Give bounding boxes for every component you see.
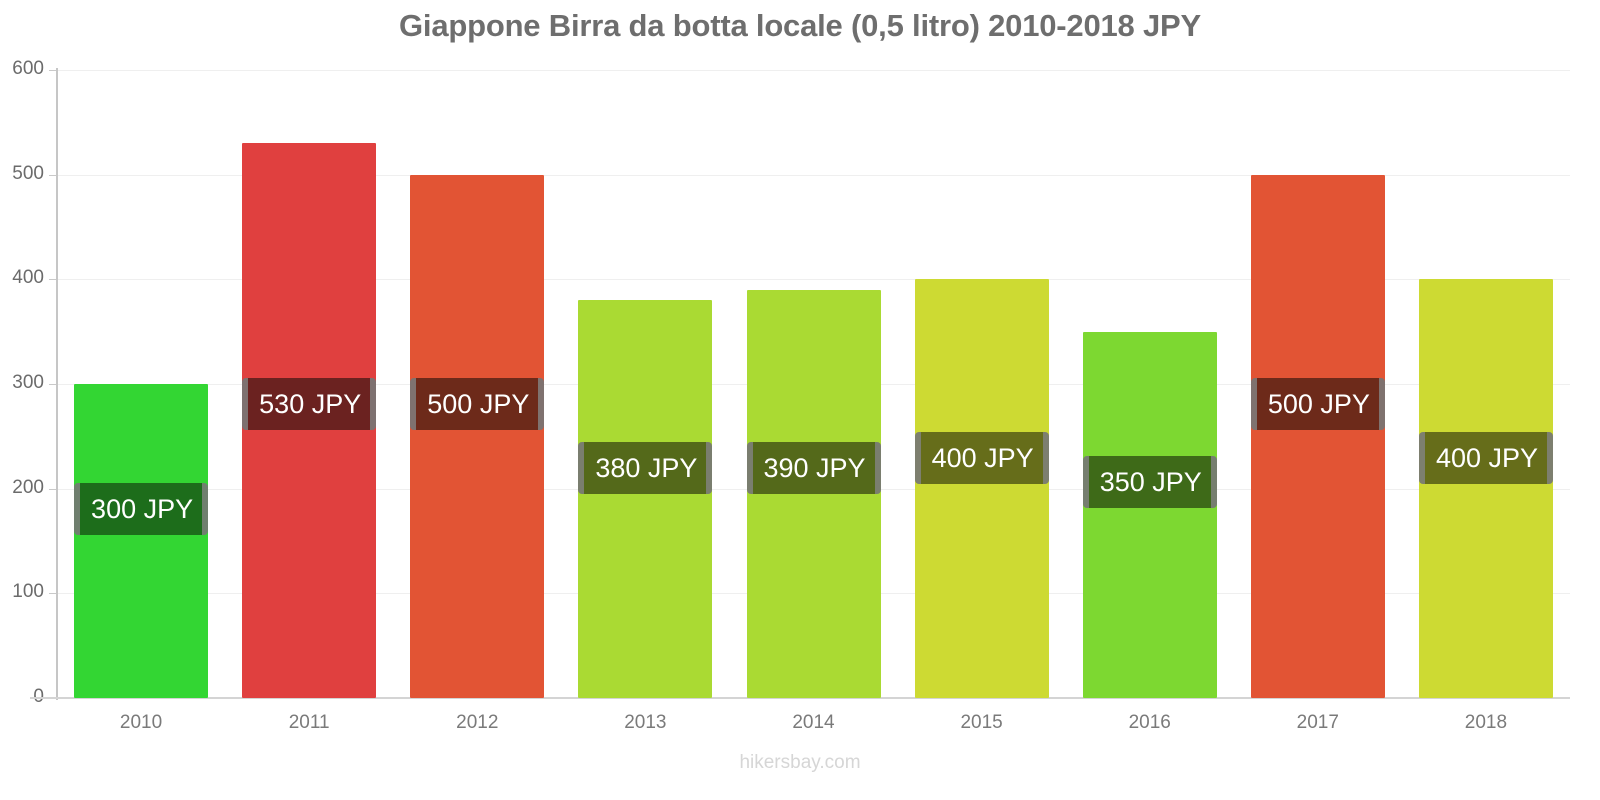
bar-value-label: 500 JPY bbox=[1250, 378, 1385, 430]
footer-attribution: hikersbay.com bbox=[739, 752, 861, 773]
bar-value-label: 350 JPY bbox=[1082, 456, 1217, 508]
bar-rect bbox=[1082, 331, 1217, 698]
y-axis-tick-label: 300 bbox=[12, 372, 44, 393]
page-title: Giappone Birra da botta locale (0,5 litr… bbox=[399, 8, 1201, 43]
gridline bbox=[57, 279, 1570, 280]
bar[interactable] bbox=[914, 279, 1049, 698]
bar-value-label: 530 JPY bbox=[242, 378, 377, 430]
y-axis-tick-label: 200 bbox=[12, 476, 44, 498]
y-axis-tick-mark bbox=[49, 175, 57, 176]
bar-rect bbox=[578, 300, 713, 698]
x-axis-label: 2010 bbox=[119, 712, 163, 733]
bar-value-label: 400 JPY bbox=[914, 432, 1049, 484]
y-axis-tick-mark bbox=[49, 70, 57, 71]
y-axis-tick-label: 600 bbox=[12, 58, 44, 79]
x-axis-label: 2018 bbox=[1464, 712, 1508, 733]
bar-value-label: 400 JPY bbox=[1418, 432, 1553, 484]
gridline bbox=[57, 175, 1570, 176]
bar[interactable] bbox=[1418, 279, 1553, 698]
bar[interactable] bbox=[1082, 331, 1217, 698]
x-axis-label: 2012 bbox=[456, 712, 499, 733]
x-axis-label: 2013 bbox=[624, 712, 667, 733]
x-axis-label: 2014 bbox=[792, 712, 835, 733]
bar-rect bbox=[74, 384, 209, 698]
bar-rect bbox=[1418, 279, 1553, 698]
bar-rect bbox=[914, 279, 1049, 698]
y-axis-tick-label: 0 bbox=[0, 686, 44, 708]
bar-rect bbox=[1250, 174, 1385, 698]
bar[interactable] bbox=[74, 384, 209, 698]
bar-value-label: 500 JPY bbox=[410, 378, 545, 430]
bar[interactable] bbox=[1250, 174, 1385, 698]
x-axis-line bbox=[30, 697, 1570, 699]
y-axis-line bbox=[56, 68, 58, 700]
bar[interactable] bbox=[410, 174, 545, 698]
x-axis-label: 2016 bbox=[1128, 712, 1171, 733]
bar-rect bbox=[410, 174, 545, 698]
y-axis-tick-mark bbox=[49, 279, 57, 280]
bar-value-label: 390 JPY bbox=[746, 442, 881, 494]
y-axis-tick-mark bbox=[49, 593, 57, 594]
bar-value-label: 380 JPY bbox=[578, 442, 713, 494]
y-axis-tick-label: 500 bbox=[12, 162, 44, 184]
bar-value-label: 300 JPY bbox=[74, 483, 209, 535]
y-axis-tick-mark bbox=[49, 384, 57, 385]
y-axis-tick-mark bbox=[49, 489, 57, 490]
x-axis-label: 2015 bbox=[960, 712, 1003, 733]
bar[interactable] bbox=[578, 300, 713, 698]
gridline bbox=[57, 70, 1570, 71]
x-axis-label: 2017 bbox=[1296, 712, 1339, 733]
plot-area bbox=[57, 70, 1570, 698]
y-axis-tick-label: 400 bbox=[12, 267, 44, 289]
x-axis-label: 2011 bbox=[288, 712, 330, 733]
y-axis-tick-label: 100 bbox=[12, 581, 44, 603]
